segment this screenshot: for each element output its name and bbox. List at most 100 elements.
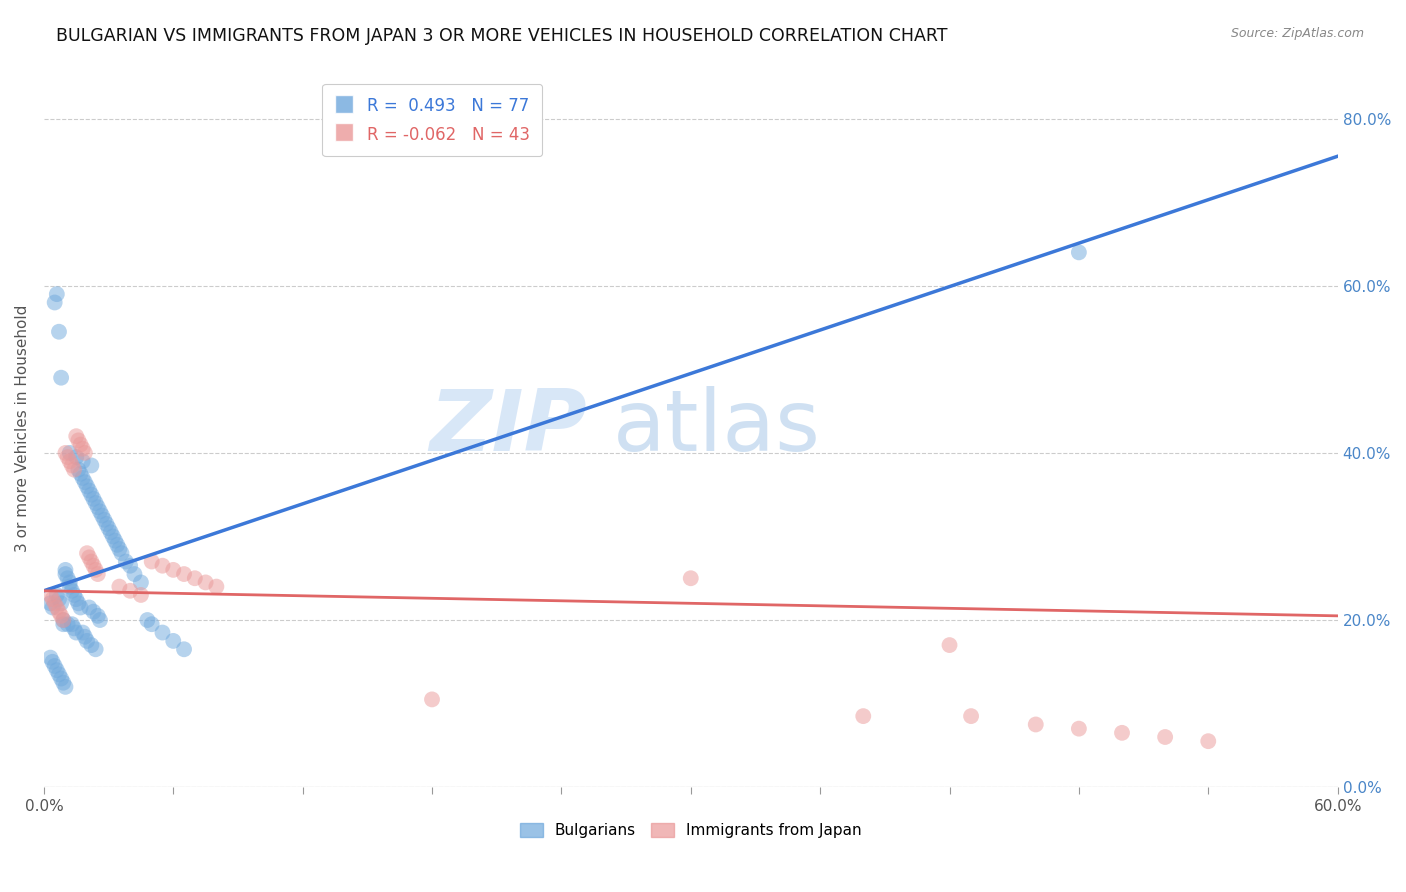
Point: [41, 600, 63, 615]
Point: [45, 588, 67, 602]
Point: [1197, 734, 1219, 748]
Point: [65, 429, 87, 443]
Point: [72, 625, 94, 640]
Point: [87, 567, 110, 582]
Point: [55, 446, 77, 460]
Point: [91, 508, 114, 523]
Point: [63, 588, 86, 602]
Point: [69, 437, 91, 451]
Point: [82, 558, 104, 573]
Point: [80, 458, 103, 473]
Point: [41, 655, 63, 669]
Point: [84, 496, 107, 510]
Point: [77, 483, 100, 498]
Point: [65, 592, 87, 607]
Point: [152, 625, 174, 640]
Point: [56, 617, 79, 632]
Point: [45, 287, 67, 301]
Point: [679, 571, 702, 585]
Point: [80, 488, 103, 502]
Point: [129, 575, 152, 590]
Point: [194, 575, 217, 590]
Point: [49, 672, 72, 686]
Point: [59, 580, 82, 594]
Point: [124, 567, 146, 582]
Point: [89, 504, 111, 518]
Point: [48, 667, 70, 681]
Text: ZIP: ZIP: [430, 386, 588, 469]
Point: [76, 479, 98, 493]
Point: [67, 462, 90, 476]
Point: [48, 325, 70, 339]
Point: [73, 475, 96, 490]
Point: [100, 525, 122, 540]
Point: [44, 596, 66, 610]
Point: [52, 613, 75, 627]
Point: [67, 434, 90, 448]
Point: [72, 442, 94, 456]
Point: [141, 555, 163, 569]
Point: [52, 675, 75, 690]
Point: [136, 613, 159, 627]
Point: [80, 555, 103, 569]
Text: BULGARIAN VS IMMIGRANTS FROM JAPAN 3 OR MORE VEHICLES IN HOUSEHOLD CORRELATION C: BULGARIAN VS IMMIGRANTS FROM JAPAN 3 OR …: [56, 27, 948, 45]
Text: Source: ZipAtlas.com: Source: ZipAtlas.com: [1230, 27, 1364, 40]
Point: [67, 596, 90, 610]
Point: [77, 600, 100, 615]
Point: [44, 659, 66, 673]
Point: [44, 295, 66, 310]
Point: [89, 613, 111, 627]
Point: [87, 608, 110, 623]
Point: [55, 567, 77, 582]
Point: [60, 617, 83, 632]
Legend: Bulgarians, Immigrants from Japan: Bulgarians, Immigrants from Japan: [513, 817, 868, 844]
Point: [1067, 722, 1090, 736]
Point: [101, 529, 124, 543]
Point: [45, 600, 67, 615]
Point: [852, 709, 875, 723]
Point: [420, 692, 443, 706]
Point: [205, 580, 228, 594]
Point: [184, 571, 207, 585]
Point: [1154, 730, 1177, 744]
Point: [108, 541, 131, 556]
Point: [55, 680, 77, 694]
Point: [84, 642, 107, 657]
Point: [97, 521, 120, 535]
Point: [69, 467, 91, 481]
Point: [39, 650, 62, 665]
Point: [39, 596, 62, 610]
Point: [108, 580, 131, 594]
Point: [72, 454, 94, 468]
Point: [80, 638, 103, 652]
Point: [76, 546, 98, 560]
Point: [162, 634, 184, 648]
Point: [65, 450, 87, 464]
Point: [72, 471, 94, 485]
Point: [56, 450, 79, 464]
Point: [39, 588, 62, 602]
Point: [129, 588, 152, 602]
Point: [73, 630, 96, 644]
Point: [173, 567, 195, 582]
Point: [105, 538, 128, 552]
Point: [162, 563, 184, 577]
Point: [69, 600, 91, 615]
Point: [59, 446, 82, 460]
Point: [120, 583, 142, 598]
Point: [1067, 245, 1090, 260]
Point: [49, 370, 72, 384]
Point: [49, 596, 72, 610]
Point: [41, 592, 63, 607]
Point: [48, 605, 70, 619]
Point: [52, 617, 75, 632]
Point: [82, 491, 104, 506]
Point: [84, 563, 107, 577]
Point: [59, 575, 82, 590]
Y-axis label: 3 or more Vehicles in Household: 3 or more Vehicles in Household: [15, 304, 30, 551]
Point: [120, 558, 142, 573]
Point: [104, 533, 127, 548]
Point: [65, 625, 87, 640]
Point: [938, 638, 960, 652]
Point: [77, 550, 100, 565]
